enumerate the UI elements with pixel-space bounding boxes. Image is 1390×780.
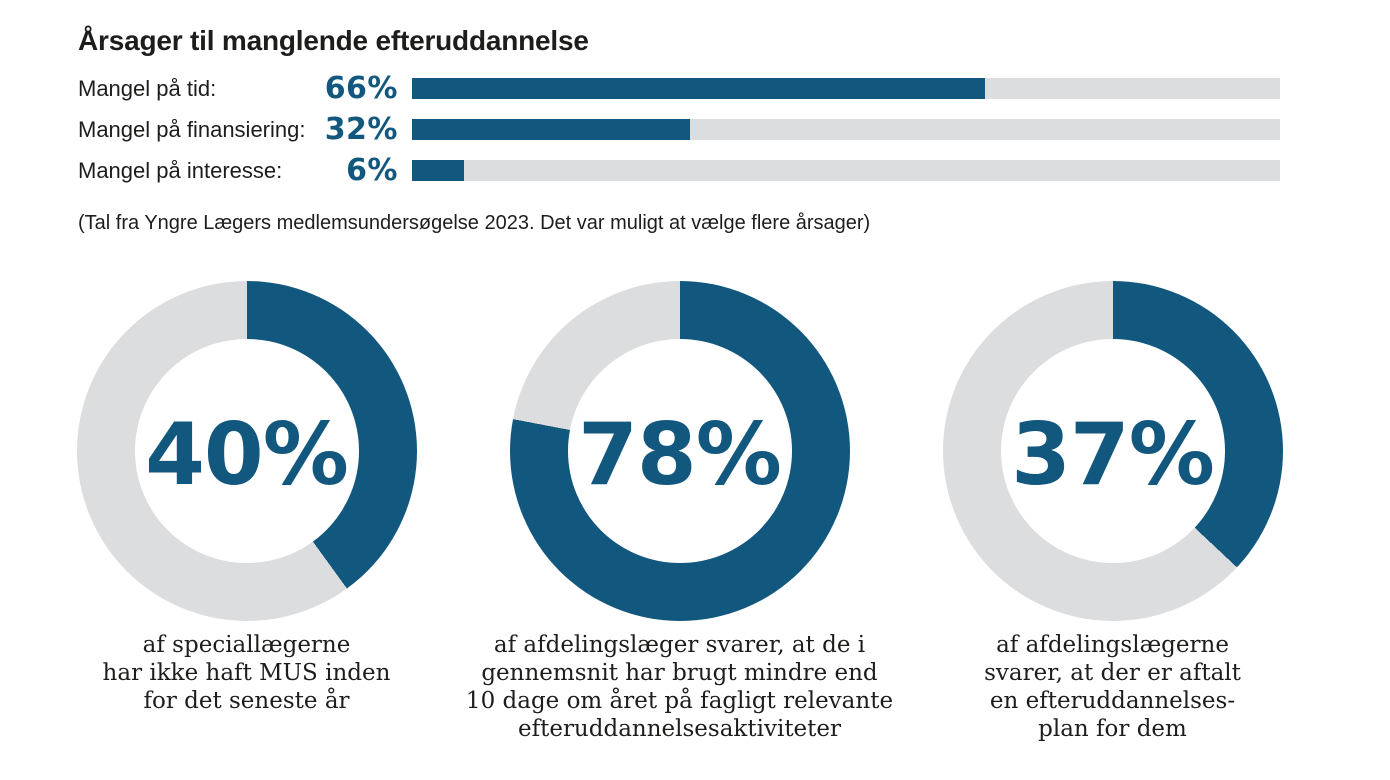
page-title: Årsager til manglende efteruddannelse	[78, 25, 589, 56]
bar-row-tid: Mangel på tid: 66%	[78, 71, 1280, 106]
bar-track	[412, 160, 1280, 181]
bar-fill	[412, 160, 465, 181]
bar-row-finansiering: Mangel på finansiering: 32%	[78, 112, 1280, 147]
bar-track	[412, 119, 1280, 140]
donut-chart-mus: 40% af speciallægerne har ikke haft MUS …	[30, 281, 463, 743]
bar-row-interesse: Mangel på interesse: 6%	[78, 153, 1280, 188]
bar-row-header: Mangel på tid: 66%	[78, 71, 398, 106]
donut-charts: 40% af speciallægerne har ikke haft MUS …	[30, 281, 1360, 743]
bar-row-header: Mangel på finansiering: 32%	[78, 112, 398, 147]
bar-fill	[412, 119, 690, 140]
donut-ring: 37%	[942, 281, 1283, 621]
donut-caption: af speciallægerne har ikke haft MUS inde…	[102, 632, 391, 714]
bar-value: 6%	[346, 153, 398, 188]
donut-chart-dage: 78% af afdelingslæger svarer, at de i ge…	[463, 281, 896, 743]
bar-label: Mangel på tid:	[78, 75, 217, 101]
donut-hole: 78%	[567, 339, 792, 563]
bar-label: Mangel på interesse:	[78, 157, 283, 183]
donut-hole: 37%	[1000, 339, 1225, 563]
bar-track	[412, 78, 1280, 99]
donut-value: 37%	[1011, 405, 1215, 505]
donut-value: 78%	[578, 405, 782, 505]
donut-chart-plan: 37% af afdelingslægerne svarer, at der e…	[896, 281, 1329, 743]
bar-fill	[412, 78, 985, 99]
donut-ring: 40%	[76, 281, 417, 621]
donut-caption: af afdelingslægerne svarer, at der er af…	[984, 632, 1241, 742]
bar-row-header: Mangel på interesse: 6%	[78, 153, 398, 188]
bar-value: 66%	[324, 71, 398, 106]
donut-ring: 78%	[509, 281, 850, 621]
donut-value: 40%	[145, 405, 349, 505]
source-note: (Tal fra Yngre Lægers medlemsundersøgels…	[78, 212, 871, 234]
bar-value: 32%	[324, 112, 398, 147]
bar-label: Mangel på finansiering:	[78, 116, 306, 142]
bar-chart: Mangel på tid: 66% Mangel på finansierin…	[78, 71, 1280, 201]
donut-caption: af afdelingslæger svarer, at de i gennem…	[465, 632, 894, 742]
donut-hole: 40%	[134, 339, 359, 563]
